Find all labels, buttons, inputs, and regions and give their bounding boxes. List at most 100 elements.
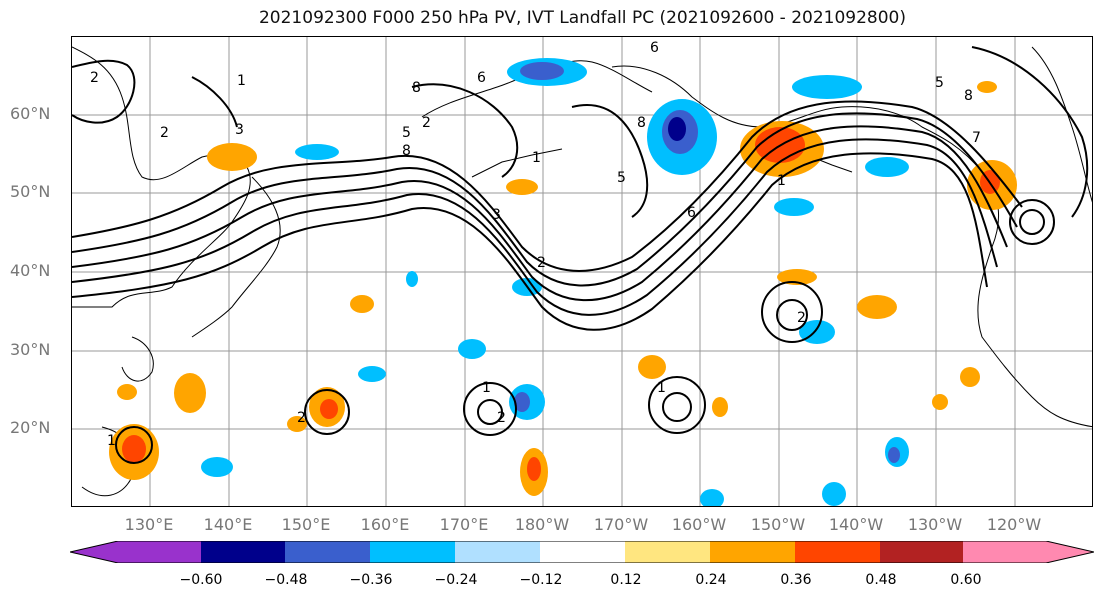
lon-label-140e: 140°E (203, 515, 253, 534)
shade-neg-15 (358, 366, 386, 382)
japan-coast (191, 176, 281, 338)
colorbar-tick: −0.36 (349, 572, 393, 588)
colorbar-segment-7 (625, 541, 711, 563)
shade-neg-13 (700, 489, 724, 506)
pv-contour-4 (72, 138, 998, 316)
map-canvas: 2 1 2 3 8 6 5 2 8 6 5 8 7 1 3 2 1 5 6 8 … (72, 37, 1092, 506)
lon-label-170w: 170°W (593, 515, 649, 534)
canada-coast (1031, 46, 1092, 203)
pv-ring-2 (1019, 209, 1045, 235)
shade-pos-13 (712, 397, 728, 417)
colorbar-segment-5 (455, 541, 541, 563)
alaska-na-coast (611, 65, 1092, 428)
shade-pos-14 (960, 367, 980, 387)
pv-contour-6 (411, 83, 519, 178)
shade-neg-16 (406, 271, 418, 287)
contour-label: 2 (90, 70, 99, 86)
pv-contour-3 (72, 125, 1008, 302)
shade-neg-14 (822, 482, 846, 506)
colorbar-tick: 0.60 (950, 572, 982, 588)
contour-label: 7 (972, 130, 981, 146)
colorbar-tick: 0.36 (780, 572, 812, 588)
colorbar-segment-10 (880, 541, 966, 563)
contour-label: 8 (637, 115, 646, 131)
shade-pos-5 (777, 269, 817, 285)
shade-pos-6 (857, 295, 897, 319)
pv-ring-10 (115, 426, 153, 464)
pv-ring-9 (304, 389, 350, 435)
contour-label: 6 (687, 205, 696, 221)
colorbar-segment-2 (201, 541, 286, 563)
shade-pos-16 (287, 416, 307, 432)
contour-label: 6 (650, 40, 659, 56)
shade-neg-7b (514, 392, 530, 412)
taiwan-coast (121, 336, 154, 382)
colorbar-segment-9 (795, 541, 881, 563)
colorbar-segment-4 (370, 541, 456, 563)
contour-label: 1 (532, 150, 541, 166)
aleutian-west (471, 148, 563, 178)
lon-label-170e: 170°E (439, 515, 489, 534)
lon-label-130w: 130°W (907, 515, 963, 534)
shade-neg-12 (201, 457, 233, 477)
lat-label-50n: 50°N (10, 182, 51, 201)
contour-label: 1 (237, 73, 246, 89)
lat-label-40n: 40°N (10, 261, 51, 280)
lon-label-160e: 160°E (360, 515, 410, 534)
contour-label: 8 (402, 143, 411, 159)
colorbar-tick: −0.60 (179, 572, 223, 588)
shade-pos-17 (932, 394, 948, 410)
pv-ring-8 (477, 399, 503, 425)
pv-contour-9 (72, 59, 136, 124)
shade-pos-12 (638, 355, 666, 379)
contour-label: 1 (482, 380, 491, 396)
colorbar-tick: −0.24 (434, 572, 478, 588)
shade-pos-7 (350, 295, 374, 313)
shade-pos-4 (506, 179, 538, 195)
shade-pos-10b (122, 435, 146, 463)
shade-pos-15 (117, 384, 137, 400)
contour-label: 8 (964, 88, 973, 104)
pv-contour-10 (191, 76, 238, 128)
lon-label-150e: 150°E (281, 515, 331, 534)
shade-pos-11b (527, 457, 541, 481)
graticule (72, 37, 1092, 506)
colorbar-segment-6 (540, 541, 626, 563)
lon-label-180w: 180°W (514, 515, 570, 534)
shade-neg-2c (668, 117, 686, 141)
lon-label-140w: 140°W (828, 515, 884, 534)
pv-contour-7 (571, 104, 649, 218)
contour-label: 6 (477, 70, 486, 86)
colorbar-tick: −0.48 (264, 572, 308, 588)
colorbar-tick: 0.24 (695, 572, 727, 588)
lat-label-20n: 20°N (10, 418, 51, 437)
shade-neg-6 (774, 198, 814, 216)
shade-neg-5 (865, 157, 909, 177)
shade-pos-18 (977, 81, 997, 93)
shade-neg-11b (888, 447, 900, 463)
colorbar (70, 541, 1094, 563)
contour-label: 2 (497, 410, 506, 426)
pv-ring-5 (648, 376, 706, 434)
pv-ring-3 (761, 281, 823, 343)
pv-ring-1 (1009, 199, 1055, 245)
contour-label: 2 (297, 410, 306, 426)
contour-labels: 2 1 2 3 8 6 5 2 8 6 5 8 7 1 3 2 1 5 6 8 … (90, 40, 981, 449)
lon-label-120w: 120°W (986, 515, 1042, 534)
contour-label: 2 (160, 125, 169, 141)
colorbar-segment-8 (710, 541, 796, 563)
shade-neg-9 (458, 339, 486, 359)
lon-label-160w: 160°W (671, 515, 727, 534)
contour-label: 3 (235, 122, 244, 138)
shade-pos-3 (207, 143, 257, 171)
pv-contour-1 (72, 100, 1023, 272)
pv-ring-6 (662, 392, 692, 422)
ivt-shading (109, 58, 1017, 506)
contour-label: 5 (617, 170, 626, 186)
lat-label-60n: 60°N (10, 104, 51, 123)
map-panel: 2 1 2 3 8 6 5 2 8 6 5 8 7 1 3 2 1 5 6 8 … (71, 36, 1093, 507)
shade-neg-3 (792, 75, 862, 99)
contour-label: 5 (402, 125, 411, 141)
colorbar-segment-1 (70, 541, 202, 563)
lat-label-30n: 30°N (10, 340, 51, 359)
